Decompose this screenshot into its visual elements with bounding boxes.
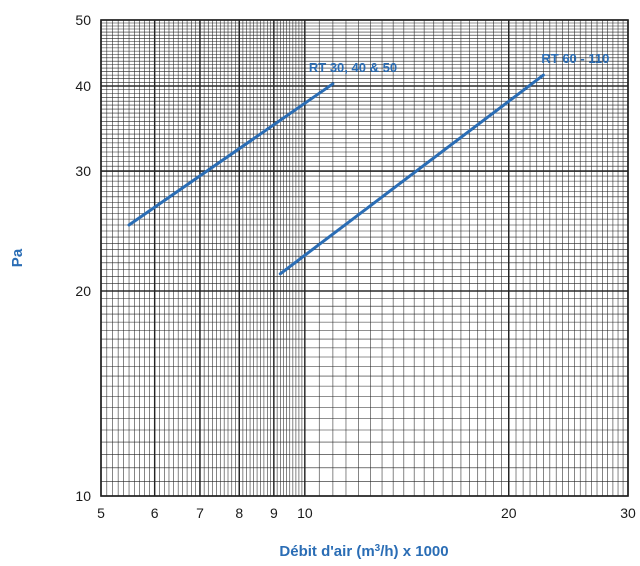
x-tick-label: 20 [501, 505, 517, 521]
y-axis-label: Pa [9, 248, 26, 267]
y-tick-label: 50 [75, 12, 91, 28]
x-tick-label: 6 [151, 505, 159, 521]
y-tick-label: 30 [75, 163, 91, 179]
y-tick-label: 20 [75, 283, 91, 299]
y-tick-labels: 10 20 30 40 50 [75, 12, 91, 504]
series-label-2: RT 60 - 110 [541, 51, 609, 66]
series-lines [127, 73, 545, 276]
y-tick-label: 10 [75, 488, 91, 504]
series-labels: RT 30, 40 & 50 RT 60 - 110 [309, 51, 609, 75]
x-tick-label: 5 [97, 505, 105, 521]
series-line-1 [127, 82, 335, 227]
series-label-1: RT 30, 40 & 50 [309, 60, 397, 75]
x-axis-label: Débit d'air (m3/h) x 1000 [279, 543, 448, 561]
plot-frame [100, 19, 629, 497]
x-tick-label: 10 [297, 505, 313, 521]
x-tick-label: 30 [620, 505, 636, 521]
x-axis-label-main: Débit d'air (m [279, 543, 374, 560]
x-axis-label-tail: /h) x 1000 [380, 543, 448, 560]
y-tick-label: 40 [75, 78, 91, 94]
series-line-2 [278, 73, 545, 276]
x-tick-label: 7 [196, 505, 204, 521]
x-tick-labels: 5 6 7 8 9 10 20 30 [97, 505, 636, 521]
grid [100, 19, 629, 497]
x-axis-label-sup: 3 [375, 543, 381, 554]
x-tick-label: 9 [270, 505, 278, 521]
x-tick-label: 8 [235, 505, 243, 521]
